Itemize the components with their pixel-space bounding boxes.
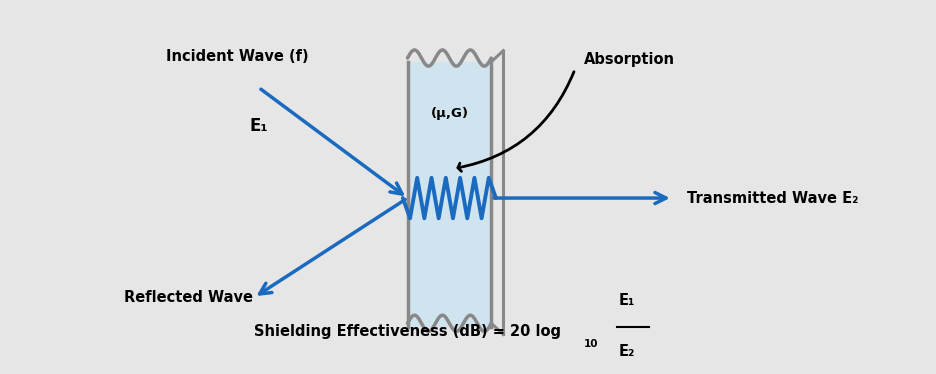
- Text: Transmitted Wave E₂: Transmitted Wave E₂: [687, 191, 858, 206]
- Text: Shielding Effectiveness (dB) = 20 log: Shielding Effectiveness (dB) = 20 log: [254, 324, 561, 339]
- Text: E₁: E₁: [249, 117, 268, 135]
- Text: (μ,G): (μ,G): [431, 107, 468, 120]
- Text: Incident Wave (f): Incident Wave (f): [166, 49, 308, 64]
- Text: Absorption: Absorption: [584, 52, 675, 67]
- Text: E₁: E₁: [619, 293, 636, 308]
- Text: 10: 10: [584, 338, 599, 349]
- Bar: [407, 62, 491, 327]
- FancyArrowPatch shape: [458, 72, 574, 171]
- Text: E₂: E₂: [619, 344, 636, 359]
- Text: Reflected Wave: Reflected Wave: [124, 290, 253, 305]
